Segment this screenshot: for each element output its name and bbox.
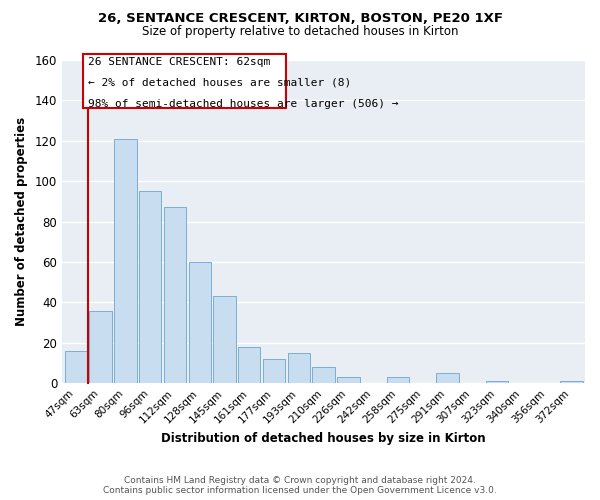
Bar: [65, 351, 87, 384]
Text: Size of property relative to detached houses in Kirton: Size of property relative to detached ho…: [142, 25, 458, 38]
Bar: [337, 378, 359, 384]
Bar: [486, 382, 508, 384]
Text: Contains HM Land Registry data © Crown copyright and database right 2024.
Contai: Contains HM Land Registry data © Crown c…: [103, 476, 497, 495]
FancyBboxPatch shape: [83, 54, 286, 108]
Bar: [263, 359, 285, 384]
Bar: [238, 347, 260, 384]
X-axis label: Distribution of detached houses by size in Kirton: Distribution of detached houses by size …: [161, 432, 486, 445]
Bar: [164, 208, 186, 384]
Bar: [139, 191, 161, 384]
Bar: [313, 367, 335, 384]
Bar: [188, 262, 211, 384]
Bar: [89, 310, 112, 384]
Bar: [214, 296, 236, 384]
Y-axis label: Number of detached properties: Number of detached properties: [15, 117, 28, 326]
Bar: [287, 353, 310, 384]
Bar: [387, 378, 409, 384]
Text: 26 SENTANCE CRESCENT: 62sqm: 26 SENTANCE CRESCENT: 62sqm: [88, 57, 271, 67]
Bar: [114, 138, 137, 384]
Text: ← 2% of detached houses are smaller (8): ← 2% of detached houses are smaller (8): [88, 78, 352, 88]
Bar: [436, 373, 458, 384]
Text: 98% of semi-detached houses are larger (506) →: 98% of semi-detached houses are larger (…: [88, 99, 399, 109]
Text: 26, SENTANCE CRESCENT, KIRTON, BOSTON, PE20 1XF: 26, SENTANCE CRESCENT, KIRTON, BOSTON, P…: [97, 12, 503, 26]
Bar: [560, 382, 583, 384]
